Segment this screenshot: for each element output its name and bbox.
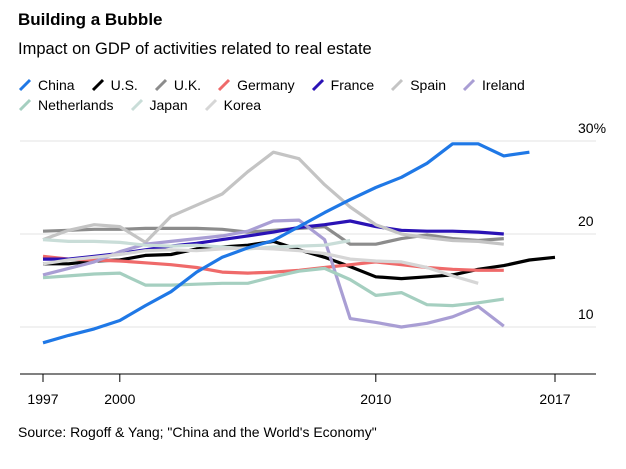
y-tick-label-30: 30% (578, 120, 606, 136)
series-line-spain (42, 150, 504, 246)
legend-row-2: Netherlands Japan Korea (18, 95, 618, 115)
legend-item-france: France (311, 77, 375, 93)
legend-label-u-s: U.S. (110, 77, 138, 93)
chart-title: Building a Bubble (18, 10, 163, 29)
legend-item-china: China (18, 77, 75, 93)
series-line-korea (42, 246, 479, 285)
legend-item-germany: Germany (217, 77, 295, 93)
x-tick-label-2017: 2017 (539, 391, 570, 407)
legend-swatch-icon (18, 98, 32, 112)
legend-label-netherlands: Netherlands (38, 97, 114, 113)
legend-item-u-s: U.S. (91, 77, 138, 93)
legend-label-japan: Japan (149, 97, 188, 113)
legend-swatch-icon (462, 78, 476, 92)
x-tick-label-2010: 2010 (360, 391, 391, 407)
legend-swatch-icon (391, 78, 404, 92)
series-lines (42, 142, 556, 345)
legend-row-1: China U.S. U.K. Germany France Spain Ireland (18, 75, 618, 95)
legend-swatch-icon (154, 78, 167, 92)
x-tick-label-1997: 1997 (27, 391, 58, 407)
tick-labels: 10 20 30% 1997 2000 2010 2017 (27, 120, 606, 407)
legend-item-spain: Spain (390, 77, 446, 93)
legend-swatch-icon (311, 78, 324, 92)
series-line-japan (42, 238, 351, 251)
series-line-china (42, 142, 530, 345)
series-line-u-k (42, 225, 504, 246)
series-line-ireland (42, 218, 505, 329)
y-tick-label-20: 20 (578, 213, 594, 229)
legend-item-u-k: U.K. (154, 77, 201, 93)
legend: China U.S. U.K. Germany France Spain Ireland N… (18, 75, 618, 115)
legend-swatch-icon (218, 78, 231, 92)
legend-swatch-icon (18, 78, 32, 92)
chart-subtitle: Impact on GDP of activities related to r… (18, 40, 372, 58)
source-note: Source: Rogoff & Yang; "China and the Wo… (18, 424, 377, 440)
legend-label-spain: Spain (410, 77, 447, 93)
legend-item-ireland: Ireland (462, 77, 525, 93)
legend-swatch-icon (91, 78, 104, 92)
legend-swatch-icon (130, 98, 143, 112)
legend-swatch-icon (204, 98, 217, 112)
legend-item-korea: Korea (204, 97, 261, 113)
legend-label-germany: Germany (237, 77, 295, 93)
legend-label-china: China (38, 77, 75, 93)
legend-label-ireland: Ireland (482, 77, 525, 93)
x-axis (20, 373, 596, 382)
x-tick-label-2000: 2000 (104, 391, 135, 407)
series-line-netherlands (42, 266, 505, 308)
legend-item-japan: Japan (130, 97, 188, 113)
legend-item-netherlands: Netherlands (18, 97, 114, 113)
legend-label-korea: Korea (223, 97, 262, 113)
legend-label-france: France (330, 77, 375, 93)
y-tick-label-10: 10 (578, 306, 594, 322)
legend-label-u-k: U.K. (173, 77, 202, 93)
